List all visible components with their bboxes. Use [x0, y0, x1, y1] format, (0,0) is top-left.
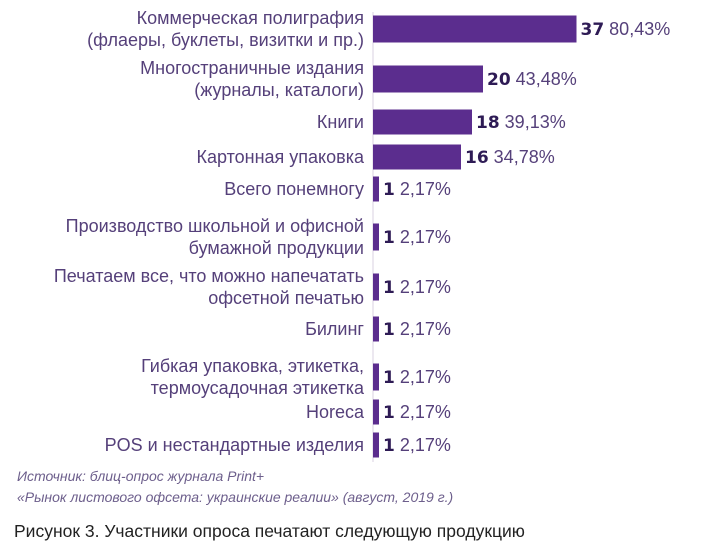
- source-note: Источник: блиц-опрос журнала Print+ «Рын…: [17, 466, 707, 508]
- bar: [373, 316, 379, 342]
- data-label-count: 1: [383, 320, 395, 340]
- data-label-count: 16: [465, 148, 489, 168]
- data-label-count: 1: [383, 180, 395, 200]
- bar: [373, 144, 461, 170]
- data-label: 1 2,17%: [383, 319, 451, 340]
- data-label-percent: 2,17%: [400, 179, 451, 199]
- data-label-percent: 43,48%: [516, 69, 577, 89]
- data-label-percent: 2,17%: [400, 319, 451, 339]
- bar: [373, 223, 379, 251]
- data-label: 1 2,17%: [383, 402, 451, 423]
- data-label-percent: 2,17%: [400, 402, 451, 422]
- source-line-1: Источник: блиц-опрос журнала Print+: [17, 468, 265, 484]
- data-label: 1 2,17%: [383, 277, 451, 298]
- source-line-2: «Рынок листового офсета: украинские реал…: [17, 489, 454, 505]
- data-label-count: 1: [383, 278, 395, 298]
- data-label: 1 2,17%: [383, 367, 451, 388]
- data-label: 1 2,17%: [383, 435, 451, 456]
- data-label: 37 80,43%: [581, 19, 671, 40]
- data-label-count: 1: [383, 436, 395, 456]
- data-label: 16 34,78%: [465, 147, 555, 168]
- category-label: Билинг: [305, 319, 364, 339]
- data-label-percent: 2,17%: [400, 227, 451, 247]
- category-label: Печатаем все, что можно напечатать: [54, 266, 364, 286]
- category-label: Многостраничные издания: [140, 58, 364, 78]
- data-label-percent: 80,43%: [609, 19, 670, 39]
- data-label-percent: 2,17%: [400, 277, 451, 297]
- category-label: Horeca: [306, 402, 365, 422]
- category-label: Производство школьной и офисной: [66, 216, 364, 236]
- figure-caption: Рисунок 3. Участники опроса печатают сле…: [14, 521, 525, 541]
- data-label: 1 2,17%: [383, 227, 451, 248]
- bar: [373, 432, 379, 458]
- bar: [373, 273, 379, 301]
- data-label-count: 1: [383, 368, 395, 388]
- bar: [373, 65, 483, 93]
- bar: [373, 176, 379, 202]
- bar: [373, 399, 379, 425]
- category-label: бумажной продукции: [189, 238, 364, 258]
- category-label: Коммерческая полиграфия: [137, 8, 364, 28]
- data-label: 20 43,48%: [487, 69, 577, 90]
- bar: [373, 15, 577, 43]
- data-label-percent: 39,13%: [505, 112, 566, 132]
- data-label-percent: 2,17%: [400, 367, 451, 387]
- category-label: Книги: [317, 112, 364, 132]
- data-label-percent: 34,78%: [494, 147, 555, 167]
- data-label: 1 2,17%: [383, 179, 451, 200]
- category-label: Всего понемногу: [224, 179, 364, 199]
- data-label: 18 39,13%: [476, 112, 566, 133]
- data-label-count: 1: [383, 228, 395, 248]
- category-label: Картонная упаковка: [197, 147, 365, 167]
- category-label: термоусадочная этикетка: [151, 378, 365, 398]
- category-label: (журналы, каталоги): [194, 80, 364, 100]
- data-label-count: 37: [581, 20, 605, 40]
- bar: [373, 109, 472, 135]
- data-label-count: 18: [476, 113, 500, 133]
- data-label-percent: 2,17%: [400, 435, 451, 455]
- bar-chart: Коммерческая полиграфия(флаеры, буклеты,…: [54, 8, 671, 462]
- data-label-count: 1: [383, 403, 395, 423]
- category-label: (флаеры, буклеты, визитки и пр.): [87, 30, 364, 50]
- category-label: Гибкая упаковка, этикетка,: [141, 356, 364, 376]
- category-label: POS и нестандартные изделия: [105, 435, 364, 455]
- data-label-count: 20: [487, 70, 511, 90]
- category-label: офсетной печатью: [208, 288, 364, 308]
- bar: [373, 363, 379, 391]
